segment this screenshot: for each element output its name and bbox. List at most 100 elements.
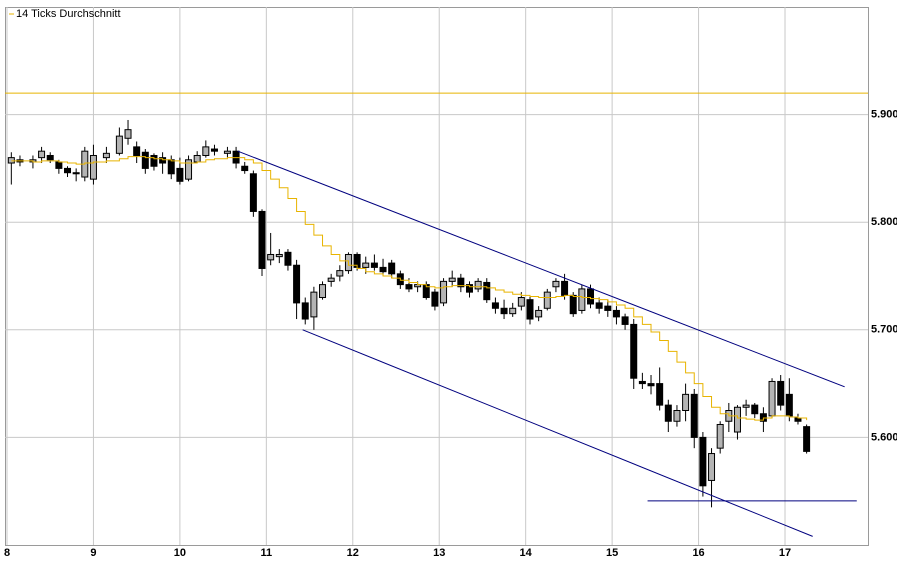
candle-body — [193, 154, 201, 163]
candle-body — [38, 150, 46, 159]
candle-body — [664, 404, 672, 422]
candle-body — [561, 280, 569, 296]
candle-body — [785, 393, 793, 417]
candle-body — [621, 316, 629, 325]
candle-body — [708, 453, 716, 481]
candle-body — [656, 383, 664, 406]
candle-body — [716, 423, 724, 449]
candle-body — [284, 251, 292, 266]
candle-body — [388, 262, 396, 275]
candle-body — [362, 262, 370, 268]
candle-body — [500, 307, 508, 315]
candle-body — [167, 159, 175, 175]
candle-body — [751, 404, 759, 415]
candle-body — [483, 281, 491, 301]
candle-body — [258, 210, 266, 269]
legend-label: 14 Ticks Durchschnitt — [16, 8, 121, 20]
candle-body — [176, 167, 184, 182]
candle-body — [327, 277, 335, 282]
candle-body — [431, 291, 439, 307]
candle-body — [275, 253, 283, 258]
candle-body — [249, 173, 257, 212]
candle-body — [223, 150, 231, 154]
candle-body — [55, 161, 63, 169]
candle-body — [474, 280, 482, 290]
y-tick-label: 5.800 — [871, 216, 897, 228]
candle-body — [690, 393, 698, 438]
x-tick-label: 14 — [520, 547, 533, 559]
candle-body — [535, 309, 543, 318]
candle-body — [293, 264, 301, 304]
moving-average — [11, 156, 808, 421]
candle-body — [638, 380, 646, 385]
trend-line — [302, 329, 813, 537]
candle-body — [232, 150, 240, 164]
candle-body — [699, 436, 707, 487]
candle-body — [759, 413, 767, 422]
x-tick-label: 15 — [606, 547, 618, 559]
candle-body — [210, 148, 218, 152]
candle-body — [241, 165, 249, 172]
candle-body — [336, 270, 344, 277]
candle-body — [72, 172, 80, 175]
candle-body — [89, 154, 97, 180]
candle-body — [604, 305, 612, 311]
candle-body — [673, 410, 681, 422]
candle-body — [612, 309, 620, 318]
candle-body — [310, 291, 318, 318]
candle-body — [440, 280, 448, 304]
candle-body — [777, 380, 785, 406]
candle-body — [578, 288, 586, 311]
y-tick-label: 5.700 — [871, 324, 897, 336]
candle-body — [7, 157, 15, 164]
candle-body — [803, 426, 811, 452]
x-tick-label: 17 — [779, 547, 791, 559]
candle-body — [742, 404, 750, 408]
x-tick-label: 12 — [347, 547, 359, 559]
candle-body — [491, 302, 499, 309]
trend-line — [237, 150, 845, 388]
candle-body — [569, 294, 577, 315]
x-tick-label: 9 — [90, 547, 96, 559]
candle-body — [465, 284, 473, 293]
candle-body — [379, 266, 387, 273]
x-tick-label: 16 — [692, 547, 704, 559]
candle-body — [682, 393, 690, 411]
candle-body — [159, 157, 167, 164]
candle-body — [267, 253, 275, 261]
candle-body — [552, 280, 560, 288]
candle-body — [647, 383, 655, 387]
candle-body — [587, 288, 595, 305]
candle-body — [768, 380, 776, 417]
candle-body — [509, 307, 517, 315]
candle-body — [448, 277, 456, 282]
candle-body — [370, 262, 378, 268]
candle-body — [141, 151, 149, 169]
candle-body — [64, 167, 72, 174]
candle-body — [102, 152, 110, 159]
candle-body — [526, 299, 534, 320]
x-tick-label: 8 — [4, 547, 10, 559]
candle-body — [457, 277, 465, 288]
candle-body — [733, 406, 741, 433]
candle-body — [595, 302, 603, 309]
candle-body — [185, 159, 193, 180]
candle-body — [150, 154, 158, 167]
plot-area — [5, 7, 869, 546]
candle-body — [301, 302, 309, 320]
candle-body — [319, 284, 327, 299]
candle-body — [133, 146, 141, 156]
candle-body — [124, 129, 132, 139]
y-tick-label: 5.600 — [871, 431, 897, 443]
x-tick-label: 10 — [174, 547, 186, 559]
candle-body — [543, 291, 551, 309]
y-tick-label: 5.900 — [871, 109, 897, 121]
candle-body — [115, 135, 123, 154]
candle-body — [630, 323, 638, 379]
candle-body — [202, 146, 210, 156]
candle-body — [46, 154, 54, 161]
candle-body — [517, 297, 525, 307]
x-tick-label: 13 — [433, 547, 445, 559]
candle-body — [405, 284, 413, 290]
